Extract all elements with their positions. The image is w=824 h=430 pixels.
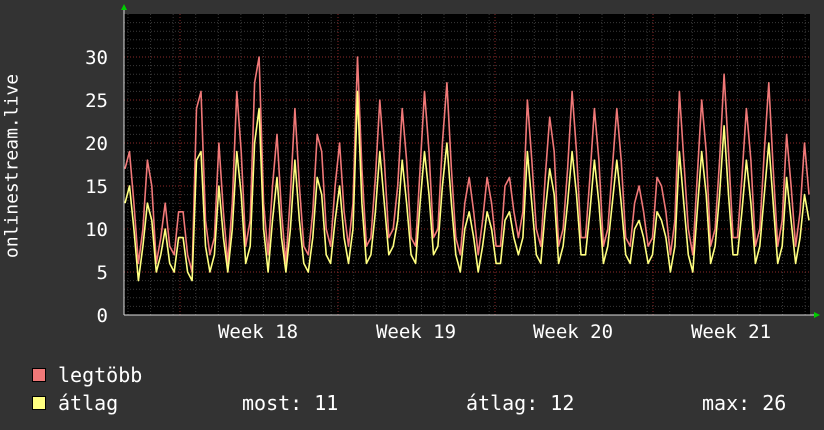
- legend-item-max: legtöbb: [32, 363, 142, 387]
- stat-average: átlag: 12: [466, 391, 575, 415]
- legend-label-max: legtöbb: [58, 363, 143, 387]
- y-tick-label: 10: [85, 219, 108, 241]
- stat-max: max: 26: [702, 391, 787, 415]
- x-axis-arrow: [814, 312, 820, 318]
- stat-now: most: 11: [242, 391, 339, 415]
- series-line-max: [124, 56, 810, 273]
- y-tick-label: 15: [85, 176, 108, 198]
- legend-swatch-max: [32, 368, 46, 382]
- legend-swatch-avg: [32, 396, 46, 410]
- legend-label-avg: átlag: [58, 391, 119, 415]
- y-axis-label: onlinestream.live: [1, 73, 23, 259]
- x-tick-label: Week 18: [218, 321, 298, 343]
- x-tick-label: Week 19: [376, 321, 456, 343]
- y-tick-label: 5: [97, 262, 108, 284]
- y-tick-label: 0: [97, 305, 108, 327]
- x-tick-label: Week 20: [533, 321, 613, 343]
- y-tick-label: 20: [85, 133, 108, 155]
- y-tick-label: 30: [85, 47, 108, 69]
- y-tick-label: 25: [85, 90, 108, 112]
- series-line-avg: [124, 90, 810, 282]
- x-tick-label: Week 21: [691, 321, 771, 343]
- legend-item-avg: átlag: [32, 391, 118, 415]
- y-axis-arrow: [121, 4, 127, 10]
